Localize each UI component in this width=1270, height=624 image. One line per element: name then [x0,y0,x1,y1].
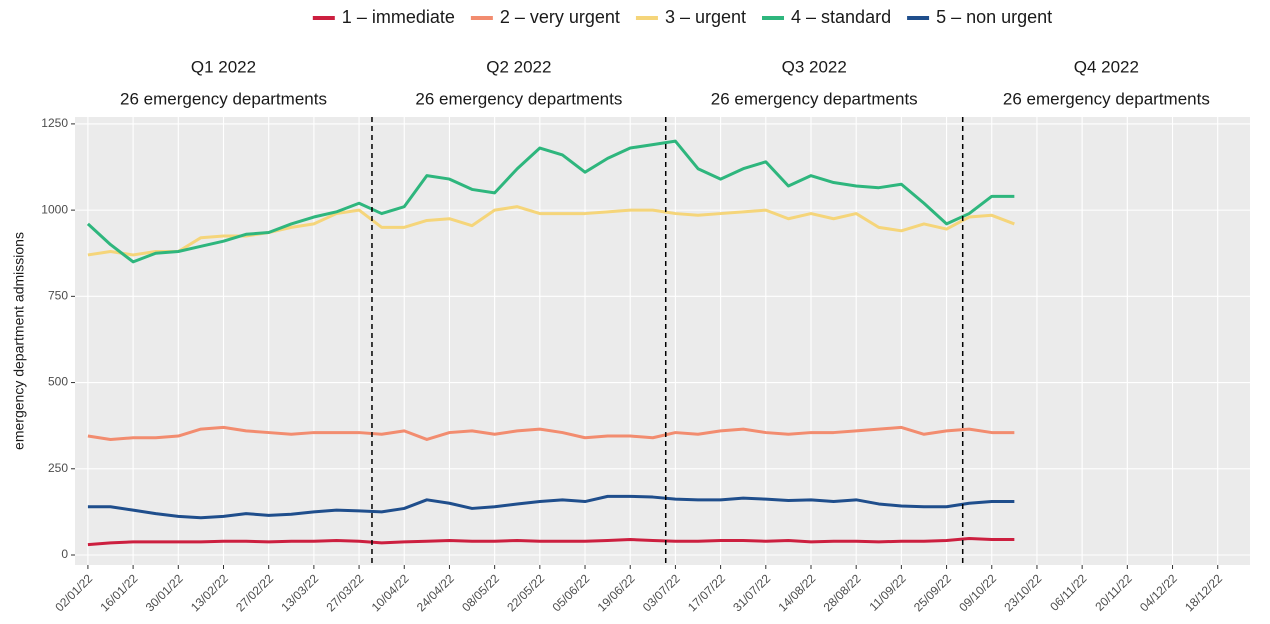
x-tick-label: 23/10/22 [1001,571,1044,614]
x-tick-label: 05/06/22 [549,571,592,614]
x-tick-label: 27/02/22 [233,571,276,614]
line-series [87,494,1015,520]
panel-title: Q2 2022 [486,57,551,76]
x-tick-label: 25/09/22 [911,571,954,614]
x-tick-label: 11/09/22 [866,571,909,614]
x-tick-label: 13/03/22 [278,571,321,614]
x-tick-label: 10/04/22 [369,571,412,614]
x-tick-label: 16/01/22 [98,571,141,614]
panel-title: Q3 2022 [782,57,847,76]
y-axis-label: emergency department admissions [11,232,27,450]
line-series [87,425,1015,441]
legend-label: 5 – non urgent [936,7,1052,27]
y-tick-label: 1250 [41,116,68,130]
x-tick-label: 08/05/22 [459,571,502,614]
x-tick-label: 17/07/22 [685,571,728,614]
x-tick-label: 27/03/22 [323,571,366,614]
x-tick-label: 22/05/22 [504,571,547,614]
x-tick-label: 13/02/22 [188,571,231,614]
x-tick-label: 14/08/22 [775,571,818,614]
panel-subtitle: 26 emergency departments [120,89,327,108]
panel-title: Q1 2022 [191,57,256,76]
panel-title: Q4 2022 [1074,57,1139,76]
x-tick-label: 30/01/22 [143,571,186,614]
y-tick-label: 750 [48,289,68,303]
panel-subtitle: 26 emergency departments [1003,89,1210,108]
x-tick-label: 28/08/22 [821,571,864,614]
legend-label: 2 – very urgent [500,7,620,27]
x-tick-label: 02/01/22 [52,571,95,614]
y-tick-label: 0 [61,547,68,561]
y-tick-label: 250 [48,461,68,475]
x-tick-label: 06/11/22 [1047,571,1090,614]
x-tick-label: 24/04/22 [414,571,457,614]
legend-label: 3 – urgent [665,7,746,27]
x-tick-label: 09/10/22 [956,571,999,614]
panel-subtitle: 26 emergency departments [415,89,622,108]
legend-label: 4 – standard [791,7,891,27]
plot-panel [75,117,1250,565]
legend: 1 – immediate 2 – very urgent 3 – urgent 4 … [312,7,1052,27]
x-tick-label: 03/07/22 [640,571,683,614]
x-tick-label: 18/12/22 [1182,571,1225,614]
line-series [86,139,1015,264]
legend-label: 1 – immediate [342,7,455,27]
x-tick-label: 31/07/22 [730,571,773,614]
y-tick-label: 500 [48,375,68,389]
panel-subtitle: 26 emergency departments [711,89,918,108]
x-tick-label: 04/12/22 [1137,571,1180,614]
x-tick-label: 19/06/22 [595,571,638,614]
y-tick-label: 1000 [41,202,68,216]
line-series [87,536,1015,547]
x-tick-label: 20/11/22 [1092,571,1135,614]
